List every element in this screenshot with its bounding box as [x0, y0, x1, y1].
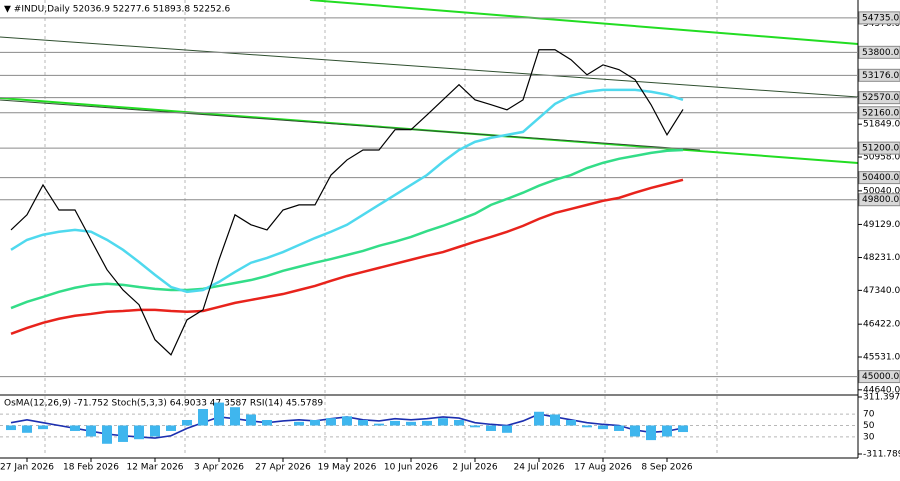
level-label: 50400.0: [862, 173, 899, 183]
level-label-box: [858, 193, 900, 207]
osma-bar: [374, 423, 384, 426]
level-label: 53800.0: [862, 48, 899, 58]
osma-bar: [662, 425, 672, 437]
x-tick-label: 10 Jun 2026: [384, 463, 438, 473]
price-line: [10, 49, 684, 356]
y-tick-label: 47340.0: [863, 286, 900, 296]
grid: [44, 0, 718, 455]
osma-bar: [614, 425, 624, 431]
moving-average: [10, 178, 684, 336]
osma-bar: [198, 409, 208, 426]
osma-bar: [262, 419, 272, 426]
x-tick-label: 2 Jul 2026: [452, 463, 497, 473]
y-tick-label: 45531.0: [863, 353, 900, 363]
osma-bar: [310, 419, 320, 426]
x-tick-label: 19 May 2026: [318, 463, 377, 473]
osma-bar: [454, 419, 464, 426]
level-label: 52570.0: [862, 93, 899, 103]
osma-bar: [22, 425, 32, 433]
osma-bar: [486, 425, 496, 431]
oscillator-title: OsMA(12,26,9) -71.752 Stoch(5,3,3) 64.90…: [4, 399, 323, 409]
osma-bar: [118, 425, 128, 442]
y-tick-label: 30: [863, 432, 875, 442]
osma-bar: [326, 418, 336, 426]
x-tick-label: 27 Apr 2026: [255, 463, 311, 473]
osma-bar: [70, 425, 80, 431]
level-label: 51200.0: [862, 144, 899, 154]
osma-bar: [598, 425, 608, 430]
chart-title: ▼ #INDU,Daily 52036.9 52277.6 51893.8 52…: [4, 5, 230, 15]
trend-line: [0, 99, 701, 151]
osma-bar: [166, 425, 176, 431]
y2-tick-label: -311.789: [863, 450, 900, 460]
osma-bar: [214, 402, 224, 426]
level-label: 45000.0: [862, 372, 899, 382]
level-label-box: [858, 68, 900, 82]
moving-average: [10, 88, 684, 294]
x-tick-label: 18 Feb 2026: [63, 463, 119, 473]
osma-bar: [438, 418, 448, 426]
y-tick-label: 50958.0: [863, 153, 900, 163]
y-tick-label: 51849.0: [863, 120, 900, 130]
osma-bar: [6, 425, 16, 431]
y-tick-label: 50: [863, 421, 875, 431]
level-label: 49800.0: [862, 195, 899, 205]
osma-bar: [678, 425, 688, 433]
osma-bar: [342, 416, 352, 426]
y-tick-label: 49129.0: [863, 220, 900, 230]
y-tick-label: 46422.0: [863, 320, 900, 330]
osma-bar: [246, 414, 256, 426]
osma-bar: [406, 421, 416, 426]
x-tick-label: 27 Jan 2026: [0, 463, 54, 473]
osma-bar: [550, 414, 560, 426]
level-label: 54735.0: [862, 13, 899, 23]
x-tick-label: 24 Jul 2026: [514, 463, 565, 473]
osma-bar: [422, 420, 432, 426]
osma-bar: [294, 421, 304, 426]
osma-bar: [630, 425, 640, 437]
level-label-box: [858, 11, 900, 25]
y-tick-label: 48231.0: [863, 253, 900, 263]
osma-bar: [646, 425, 656, 441]
osma-bar: [566, 419, 576, 426]
level-label-box: [858, 106, 900, 120]
osma-bar: [86, 425, 96, 437]
osma-bar: [390, 420, 400, 426]
level-label-box: [858, 171, 900, 185]
y2-tick-label: 311.397: [863, 393, 900, 403]
level-label-box: [858, 141, 900, 155]
level-label-box: [858, 91, 900, 105]
osma-bar: [150, 425, 160, 437]
osma-bar: [470, 425, 480, 428]
level-label: 52160.0: [862, 108, 899, 118]
y-tick-label: 50040.0: [863, 186, 900, 196]
y-tick-label: 70: [863, 410, 875, 420]
osma-bar: [534, 411, 544, 426]
x-tick-label: 12 Mar 2026: [126, 463, 183, 473]
trend-line: [309, 0, 859, 45]
level-label-box: [858, 370, 900, 384]
level-label: 53176.0: [862, 71, 899, 81]
x-tick-label: 17 Aug 2026: [574, 463, 632, 473]
osma-bar: [358, 419, 368, 426]
x-tick-label: 3 Apr 2026: [194, 463, 244, 473]
osma-bar: [502, 425, 512, 433]
level-label-box: [858, 45, 900, 59]
x-tick-label: 8 Sep 2026: [641, 463, 693, 473]
osma-bar: [182, 419, 192, 426]
y-tick-label: 44640.0: [863, 385, 900, 395]
osma-bar: [38, 425, 48, 430]
osma-bar: [134, 425, 144, 440]
osma-bar: [102, 425, 112, 444]
trend-line: [0, 36, 859, 98]
moving-average: [10, 148, 684, 310]
osma-bar: [582, 425, 592, 428]
osma-bar: [230, 407, 240, 426]
